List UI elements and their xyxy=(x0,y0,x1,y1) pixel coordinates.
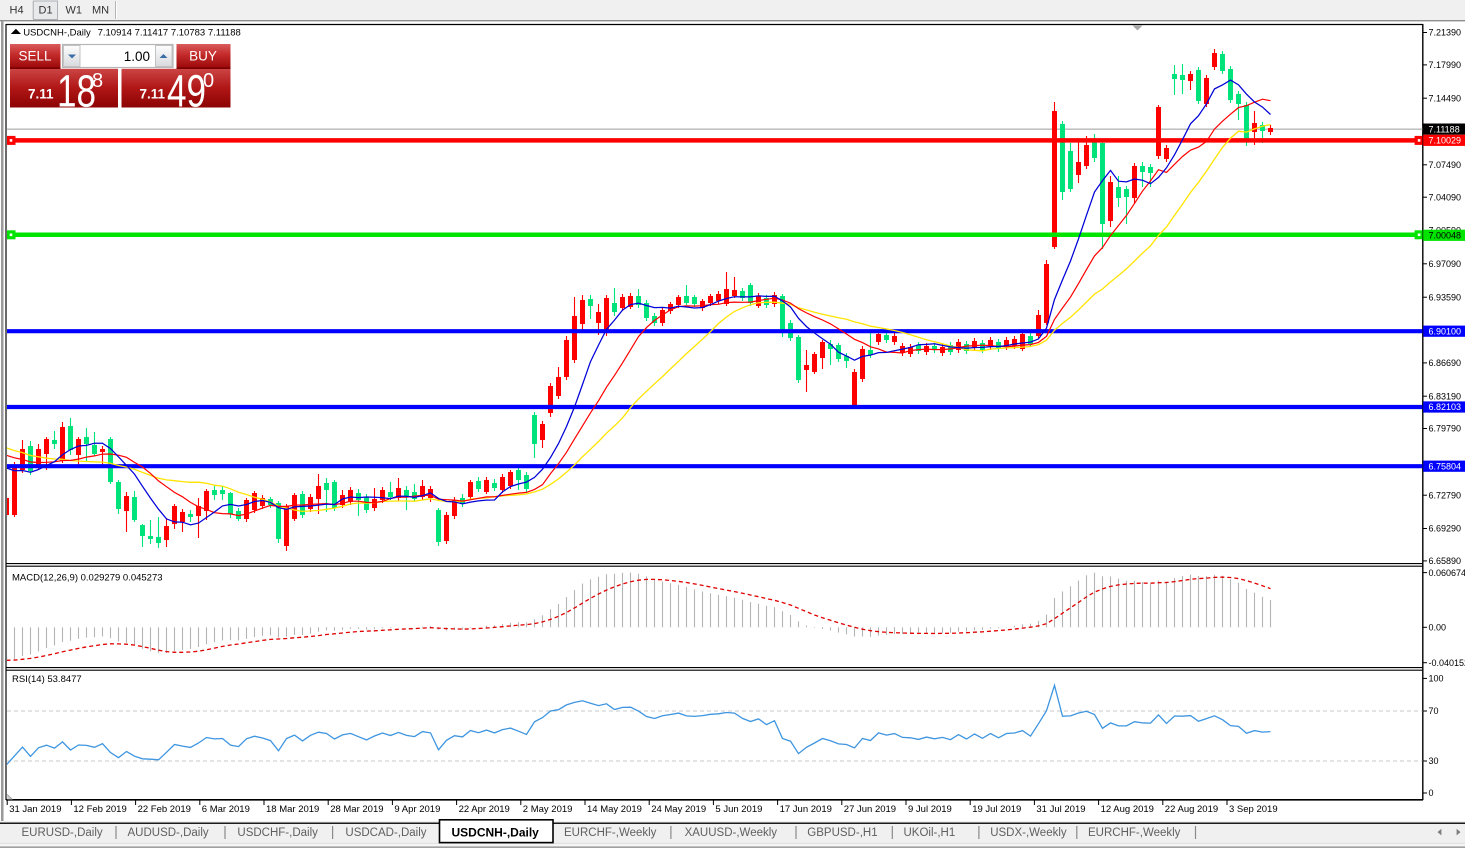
svg-text:6.97090: 6.97090 xyxy=(1429,259,1462,269)
svg-text:31 Jul 2019: 31 Jul 2019 xyxy=(1036,804,1085,815)
svg-text:12 Feb 2019: 12 Feb 2019 xyxy=(73,804,126,815)
svg-text:30: 30 xyxy=(1429,756,1439,766)
svg-text:7.11: 7.11 xyxy=(28,87,54,102)
svg-text:6.75804: 6.75804 xyxy=(1429,461,1462,471)
svg-text:MN: MN xyxy=(92,5,109,17)
svg-text:7.04090: 7.04090 xyxy=(1429,192,1462,202)
svg-text:USDCNH-,Daily: USDCNH-,Daily xyxy=(452,826,540,840)
svg-text:6.69290: 6.69290 xyxy=(1429,524,1462,534)
svg-text:19 Jul 2019: 19 Jul 2019 xyxy=(972,804,1021,815)
svg-text:EURCHF-,Weekly: EURCHF-,Weekly xyxy=(1088,827,1181,839)
svg-text:6.72790: 6.72790 xyxy=(1429,490,1462,500)
svg-text:-0.040152: -0.040152 xyxy=(1429,658,1465,668)
svg-text:6.86690: 6.86690 xyxy=(1429,358,1462,368)
svg-text:7.11: 7.11 xyxy=(140,87,166,102)
svg-text:6.90100: 6.90100 xyxy=(1429,326,1462,336)
svg-text:0.00: 0.00 xyxy=(1429,623,1447,633)
svg-text:W1: W1 xyxy=(66,5,83,17)
svg-text:70: 70 xyxy=(1429,706,1439,716)
svg-text:6.79790: 6.79790 xyxy=(1429,424,1462,434)
svg-text:USDCHF-,Daily: USDCHF-,Daily xyxy=(237,827,318,839)
svg-text:49: 49 xyxy=(167,65,206,116)
svg-text:1.00: 1.00 xyxy=(124,49,150,64)
svg-text:XAUUSD-,Weekly: XAUUSD-,Weekly xyxy=(685,827,778,839)
svg-text:27 Jun 2019: 27 Jun 2019 xyxy=(844,804,896,815)
svg-text:7.00048: 7.00048 xyxy=(1429,231,1462,241)
svg-text:SELL: SELL xyxy=(18,49,52,64)
svg-text:6.82103: 6.82103 xyxy=(1429,402,1462,412)
svg-text:5 Jun 2019: 5 Jun 2019 xyxy=(715,804,762,815)
svg-text:7.11188: 7.11188 xyxy=(1429,124,1460,134)
svg-text:AUDUSD-,Daily: AUDUSD-,Daily xyxy=(128,827,209,839)
svg-text:D1: D1 xyxy=(39,5,53,17)
svg-text:RSI(14) 53.8477: RSI(14) 53.8477 xyxy=(12,674,82,685)
svg-text:0.060674: 0.060674 xyxy=(1429,568,1465,578)
svg-text:12 Aug 2019: 12 Aug 2019 xyxy=(1101,804,1154,815)
svg-text:100: 100 xyxy=(1429,674,1444,684)
svg-text:7.10029: 7.10029 xyxy=(1429,136,1462,146)
svg-text:7.21390: 7.21390 xyxy=(1429,28,1462,38)
svg-text:14 May 2019: 14 May 2019 xyxy=(587,804,642,815)
svg-text:7.07490: 7.07490 xyxy=(1429,160,1462,170)
svg-text:2 May 2019: 2 May 2019 xyxy=(523,804,573,815)
svg-text:22 Apr 2019: 22 Apr 2019 xyxy=(459,804,510,815)
svg-text:6 Mar 2019: 6 Mar 2019 xyxy=(202,804,250,815)
svg-text:MACD(12,26,9) 0.029279 0.04527: MACD(12,26,9) 0.029279 0.045273 xyxy=(12,573,163,584)
svg-text:USDCAD-,Daily: USDCAD-,Daily xyxy=(345,827,426,839)
svg-text:GBPUSD-,H1: GBPUSD-,H1 xyxy=(807,827,877,839)
svg-text:7.17990: 7.17990 xyxy=(1429,60,1462,70)
svg-text:22 Feb 2019: 22 Feb 2019 xyxy=(138,804,191,815)
svg-text:7.10914 7.11417 7.10783 7.1118: 7.10914 7.11417 7.10783 7.11188 xyxy=(98,27,241,38)
svg-text:28 Mar 2019: 28 Mar 2019 xyxy=(330,804,383,815)
svg-text:24 May 2019: 24 May 2019 xyxy=(651,804,706,815)
svg-text:3 Sep 2019: 3 Sep 2019 xyxy=(1229,804,1278,815)
svg-text:0: 0 xyxy=(1429,788,1434,798)
svg-text:9 Apr 2019: 9 Apr 2019 xyxy=(394,804,440,815)
svg-text:22 Aug 2019: 22 Aug 2019 xyxy=(1165,804,1218,815)
svg-text:17 Jun 2019: 17 Jun 2019 xyxy=(780,804,832,815)
svg-text:H4: H4 xyxy=(10,5,24,17)
svg-text:EURCHF-,Weekly: EURCHF-,Weekly xyxy=(564,827,657,839)
svg-text:7.14490: 7.14490 xyxy=(1429,93,1462,103)
svg-text:UKOil-,H1: UKOil-,H1 xyxy=(904,827,956,839)
svg-text:9 Jul 2019: 9 Jul 2019 xyxy=(908,804,952,815)
svg-text:EURUSD-,Daily: EURUSD-,Daily xyxy=(22,827,103,839)
svg-text:18: 18 xyxy=(57,65,96,116)
svg-text:USDCNH-,Daily: USDCNH-,Daily xyxy=(23,27,91,38)
svg-text:18 Mar 2019: 18 Mar 2019 xyxy=(266,804,319,815)
svg-text:BUY: BUY xyxy=(189,49,217,64)
svg-text:USDX-,Weekly: USDX-,Weekly xyxy=(990,827,1067,839)
svg-text:6.93590: 6.93590 xyxy=(1429,292,1462,302)
svg-text:8: 8 xyxy=(92,70,103,92)
svg-text:6.65890: 6.65890 xyxy=(1429,556,1462,566)
svg-text:0: 0 xyxy=(203,70,214,92)
svg-text:6.83190: 6.83190 xyxy=(1429,391,1462,401)
svg-text:31 Jan 2019: 31 Jan 2019 xyxy=(9,804,61,815)
